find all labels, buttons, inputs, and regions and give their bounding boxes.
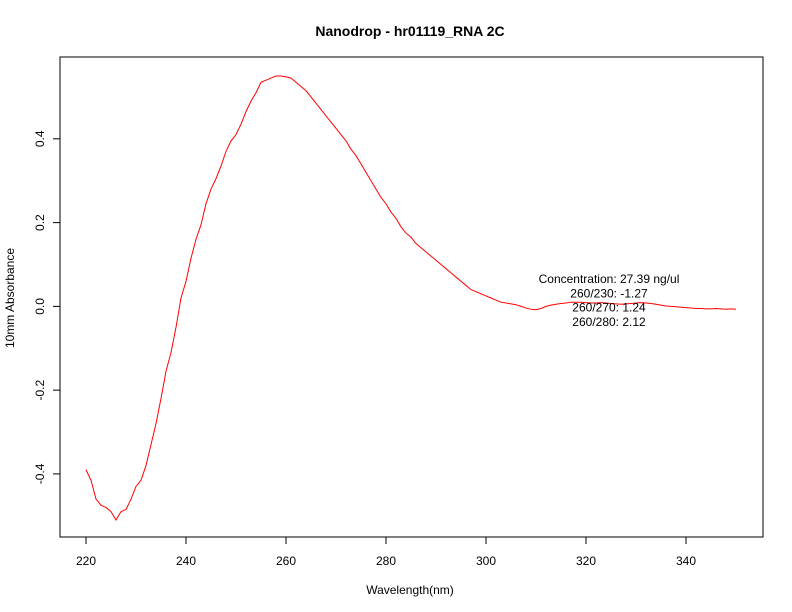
chart-title: Nanodrop - hr01119_RNA 2C bbox=[315, 23, 504, 39]
annotation-line: 260/280: 2.12 bbox=[572, 315, 646, 329]
x-tick-label: 240 bbox=[176, 554, 196, 568]
x-tick-label: 280 bbox=[376, 554, 396, 568]
annotation-line: 260/230: -1.27 bbox=[570, 286, 648, 300]
absorbance-series-line bbox=[85, 75, 737, 521]
y-tick-label: 0.0 bbox=[33, 298, 47, 315]
y-tick-label: 0.4 bbox=[33, 130, 47, 147]
y-tick-label: -0.4 bbox=[33, 463, 47, 484]
annotation-line: Concentration: 27.39 ng/ul bbox=[539, 272, 680, 286]
annotation-line: 260/270: 1.24 bbox=[572, 301, 646, 315]
plot-frame bbox=[59, 56, 764, 538]
x-axis-label: Wavelength(nm) bbox=[366, 583, 454, 597]
y-tick-label: 0.2 bbox=[33, 214, 47, 231]
x-tick-label: 320 bbox=[576, 554, 596, 568]
y-tick-label: -0.2 bbox=[33, 379, 47, 400]
x-tick-label: 260 bbox=[276, 554, 296, 568]
x-tick-label: 220 bbox=[76, 554, 96, 568]
x-axis: 220 240 260 280 300 320 340 bbox=[76, 537, 696, 568]
y-axis-label: 10mm Absorbance bbox=[3, 248, 17, 348]
y-axis: -0.4 -0.2 0.0 0.2 0.4 bbox=[33, 130, 60, 484]
x-tick-label: 340 bbox=[676, 554, 696, 568]
x-tick-label: 300 bbox=[476, 554, 496, 568]
